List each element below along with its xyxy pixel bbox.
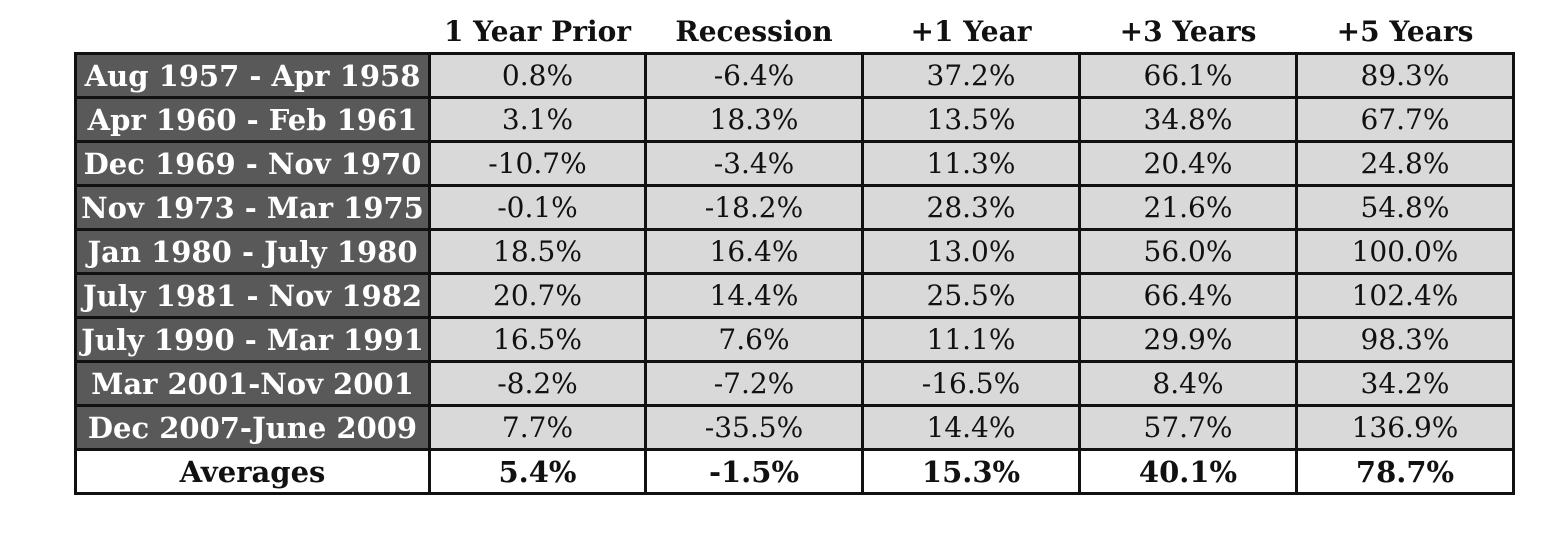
cell-1-year-prior: 18.5% bbox=[428, 228, 647, 275]
table-body: Aug 1957 - Apr 1958 0.8% -6.4% 37.2% 66.1% 89… bbox=[74, 52, 1515, 495]
cell-plus-5-years: 34.2% bbox=[1295, 360, 1515, 407]
cell-recession: -35.5% bbox=[644, 404, 864, 451]
cell-recession: 14.4% bbox=[644, 272, 864, 319]
cell-plus-1-year: 13.0% bbox=[861, 228, 1081, 275]
average-value-recession: -1.5% bbox=[644, 448, 864, 495]
cell-plus-3-years: 66.1% bbox=[1078, 52, 1298, 99]
table-row: Aug 1957 - Apr 1958 0.8% -6.4% 37.2% 66.1% 89… bbox=[74, 52, 1515, 99]
column-header-plus-5-years: +5 Years bbox=[1296, 8, 1514, 54]
header-corner bbox=[75, 8, 430, 54]
column-header-1-year-prior: 1 Year Prior bbox=[429, 8, 646, 54]
cell-plus-3-years: 34.8% bbox=[1078, 96, 1298, 143]
cell-recession: 18.3% bbox=[644, 96, 864, 143]
cell-plus-1-year: 14.4% bbox=[861, 404, 1081, 451]
cell-plus-3-years: 66.4% bbox=[1078, 272, 1298, 319]
cell-1-year-prior: 20.7% bbox=[428, 272, 647, 319]
cell-plus-1-year: 25.5% bbox=[861, 272, 1081, 319]
cell-plus-5-years: 89.3% bbox=[1295, 52, 1515, 99]
cell-plus-3-years: 57.7% bbox=[1078, 404, 1298, 451]
table-row: Mar 2001-Nov 2001 -8.2% -7.2% -16.5% 8.4% 34.… bbox=[74, 360, 1515, 407]
table-row: Dec 1969 - Nov 1970 -10.7% -3.4% 11.3% 20.4%… bbox=[74, 140, 1515, 187]
row-label-period: Dec 1969 - Nov 1970 bbox=[74, 140, 431, 187]
cell-recession: -18.2% bbox=[644, 184, 864, 231]
cell-plus-5-years: 54.8% bbox=[1295, 184, 1515, 231]
cell-1-year-prior: 7.7% bbox=[428, 404, 647, 451]
table-row: July 1990 - Mar 1991 16.5% 7.6% 11.1% 29.9% 9… bbox=[74, 316, 1515, 363]
cell-1-year-prior: 0.8% bbox=[428, 52, 647, 99]
cell-plus-5-years: 67.7% bbox=[1295, 96, 1515, 143]
cell-1-year-prior: -10.7% bbox=[428, 140, 647, 187]
averages-label: Averages bbox=[74, 448, 431, 495]
averages-row: Averages 5.4% -1.5% 15.3% 40.1% 78.7% bbox=[74, 448, 1515, 495]
cell-recession: 16.4% bbox=[644, 228, 864, 275]
average-value-plus-3-years: 40.1% bbox=[1078, 448, 1298, 495]
average-value-plus-1-year: 15.3% bbox=[861, 448, 1081, 495]
column-header-recession: Recession bbox=[645, 8, 863, 54]
cell-1-year-prior: -0.1% bbox=[428, 184, 647, 231]
cell-plus-1-year: 13.5% bbox=[861, 96, 1081, 143]
cell-plus-5-years: 102.4% bbox=[1295, 272, 1515, 319]
recession-returns-table: 1 Year Prior Recession +1 Year +3 Years … bbox=[74, 8, 1515, 495]
cell-recession: -3.4% bbox=[644, 140, 864, 187]
column-header-plus-3-years: +3 Years bbox=[1079, 8, 1297, 54]
row-label-period: Mar 2001-Nov 2001 bbox=[74, 360, 431, 407]
cell-plus-3-years: 20.4% bbox=[1078, 140, 1298, 187]
cell-plus-3-years: 29.9% bbox=[1078, 316, 1298, 363]
cell-1-year-prior: 3.1% bbox=[428, 96, 647, 143]
row-label-period: July 1990 - Mar 1991 bbox=[74, 316, 431, 363]
cell-plus-5-years: 136.9% bbox=[1295, 404, 1515, 451]
cell-plus-3-years: 8.4% bbox=[1078, 360, 1298, 407]
row-label-period: Apr 1960 - Feb 1961 bbox=[74, 96, 431, 143]
cell-plus-1-year: 28.3% bbox=[861, 184, 1081, 231]
cell-recession: -7.2% bbox=[644, 360, 864, 407]
cell-plus-1-year: 11.1% bbox=[861, 316, 1081, 363]
table-row: Dec 2007-June 2009 7.7% -35.5% 14.4% 57.7% 13… bbox=[74, 404, 1515, 451]
average-value-1-year-prior: 5.4% bbox=[428, 448, 647, 495]
column-header-plus-1-year: +1 Year bbox=[862, 8, 1080, 54]
cell-plus-1-year: -16.5% bbox=[861, 360, 1081, 407]
row-label-period: Aug 1957 - Apr 1958 bbox=[74, 52, 431, 99]
row-label-period: Jan 1980 - July 1980 bbox=[74, 228, 431, 275]
cell-plus-1-year: 11.3% bbox=[861, 140, 1081, 187]
table-row: Jan 1980 - July 1980 18.5% 16.4% 13.0% 56.0%… bbox=[74, 228, 1515, 275]
cell-1-year-prior: 16.5% bbox=[428, 316, 647, 363]
table-row: Nov 1973 - Mar 1975 -0.1% -18.2% 28.3% 21.6%… bbox=[74, 184, 1515, 231]
row-label-period: Dec 2007-June 2009 bbox=[74, 404, 431, 451]
cell-plus-5-years: 98.3% bbox=[1295, 316, 1515, 363]
cell-plus-3-years: 21.6% bbox=[1078, 184, 1298, 231]
average-value-plus-5-years: 78.7% bbox=[1295, 448, 1515, 495]
header-row: 1 Year Prior Recession +1 Year +3 Years … bbox=[75, 8, 1514, 54]
cell-1-year-prior: -8.2% bbox=[428, 360, 647, 407]
cell-plus-5-years: 100.0% bbox=[1295, 228, 1515, 275]
cell-plus-5-years: 24.8% bbox=[1295, 140, 1515, 187]
cell-recession: -6.4% bbox=[644, 52, 864, 99]
returns-table: 1 Year Prior Recession +1 Year +3 Years … bbox=[74, 8, 1515, 495]
cell-recession: 7.6% bbox=[644, 316, 864, 363]
table-row: Apr 1960 - Feb 1961 3.1% 18.3% 13.5% 34.8% 67… bbox=[74, 96, 1515, 143]
row-label-period: July 1981 - Nov 1982 bbox=[74, 272, 431, 319]
cell-plus-3-years: 56.0% bbox=[1078, 228, 1298, 275]
table-row: July 1981 - Nov 1982 20.7% 14.4% 25.5% 66.4%… bbox=[74, 272, 1515, 319]
row-label-period: Nov 1973 - Mar 1975 bbox=[74, 184, 431, 231]
cell-plus-1-year: 37.2% bbox=[861, 52, 1081, 99]
